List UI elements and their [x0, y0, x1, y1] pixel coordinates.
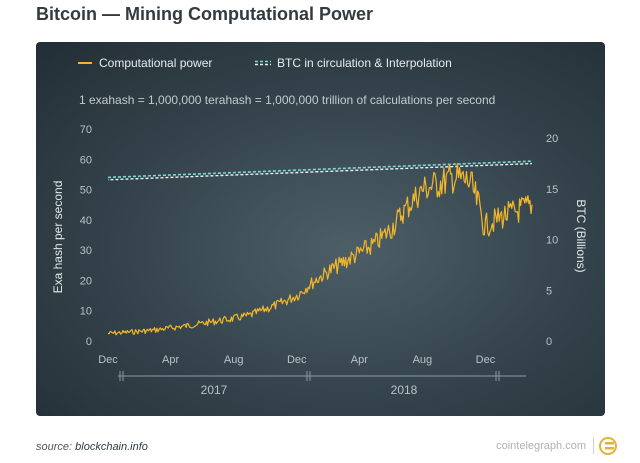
- chart-panel: Computational power BTC in circulation &…: [36, 42, 605, 416]
- y-tick-left: 60: [80, 154, 92, 166]
- y-tick-left: 20: [80, 275, 92, 287]
- timeline-marks: [119, 371, 500, 381]
- x-tick-label: Apr: [351, 354, 368, 366]
- legend: Computational power BTC in circulation &…: [78, 56, 452, 70]
- legend-label-btc: BTC in circulation & Interpolation: [277, 56, 452, 70]
- series-line-computational-power: [107, 163, 533, 336]
- year-label: 2017: [201, 383, 228, 397]
- y-axis-right-label: BTC (Billions): [574, 199, 588, 272]
- y-tick-left: 40: [80, 215, 92, 227]
- y-tick-right: 5: [546, 285, 552, 297]
- brand-name: cointelegraph.com: [496, 440, 586, 452]
- series-line-btc-interp: [107, 162, 533, 181]
- y-axis-left-label: Exa hash per second: [51, 181, 65, 294]
- y-ticks-left: 0 10 20 30 40 50 60 70: [80, 124, 92, 348]
- y-tick-left: 30: [80, 245, 92, 257]
- x-tick-label: Apr: [162, 354, 179, 366]
- legend-label-computational-power: Computational power: [99, 56, 212, 70]
- x-tick-label: Aug: [413, 354, 433, 366]
- y-tick-left: 70: [80, 124, 92, 136]
- source-note: source: blockchain.info: [36, 441, 148, 453]
- chart: Computational power BTC in circulation &…: [51, 56, 588, 397]
- year-label: 2018: [391, 383, 418, 397]
- x-tick-label: Aug: [224, 354, 244, 366]
- x-tick-label: Dec: [287, 354, 307, 366]
- y-tick-left: 0: [86, 336, 92, 348]
- x-tick-label: Dec: [98, 354, 118, 366]
- page-title: Bitcoin — Mining Computational Power: [36, 4, 373, 24]
- source-prefix: source:: [36, 441, 73, 453]
- series-layer: [107, 160, 533, 336]
- y-tick-right: 20: [546, 133, 558, 145]
- source-link[interactable]: blockchain.info: [75, 441, 148, 453]
- y-tick-right: 15: [546, 184, 558, 196]
- y-tick-left: 50: [80, 185, 92, 197]
- x-tick-label: Dec: [476, 354, 496, 366]
- y-tick-right: 0: [546, 336, 552, 348]
- x-ticks: Dec Apr Aug Dec Apr Aug Dec: [98, 354, 496, 366]
- y-tick-right: 10: [546, 235, 558, 247]
- year-labels: 2017 2018: [201, 383, 418, 397]
- chart-subtitle: 1 exahash = 1,000,000 terahash = 1,000,0…: [79, 93, 495, 107]
- brand-divider: [593, 438, 594, 454]
- series-line-btc: [107, 160, 533, 179]
- y-ticks-right: 0 5 10 15 20: [546, 133, 558, 348]
- cointelegraph-logo-icon: [599, 437, 617, 455]
- y-tick-left: 10: [80, 306, 92, 318]
